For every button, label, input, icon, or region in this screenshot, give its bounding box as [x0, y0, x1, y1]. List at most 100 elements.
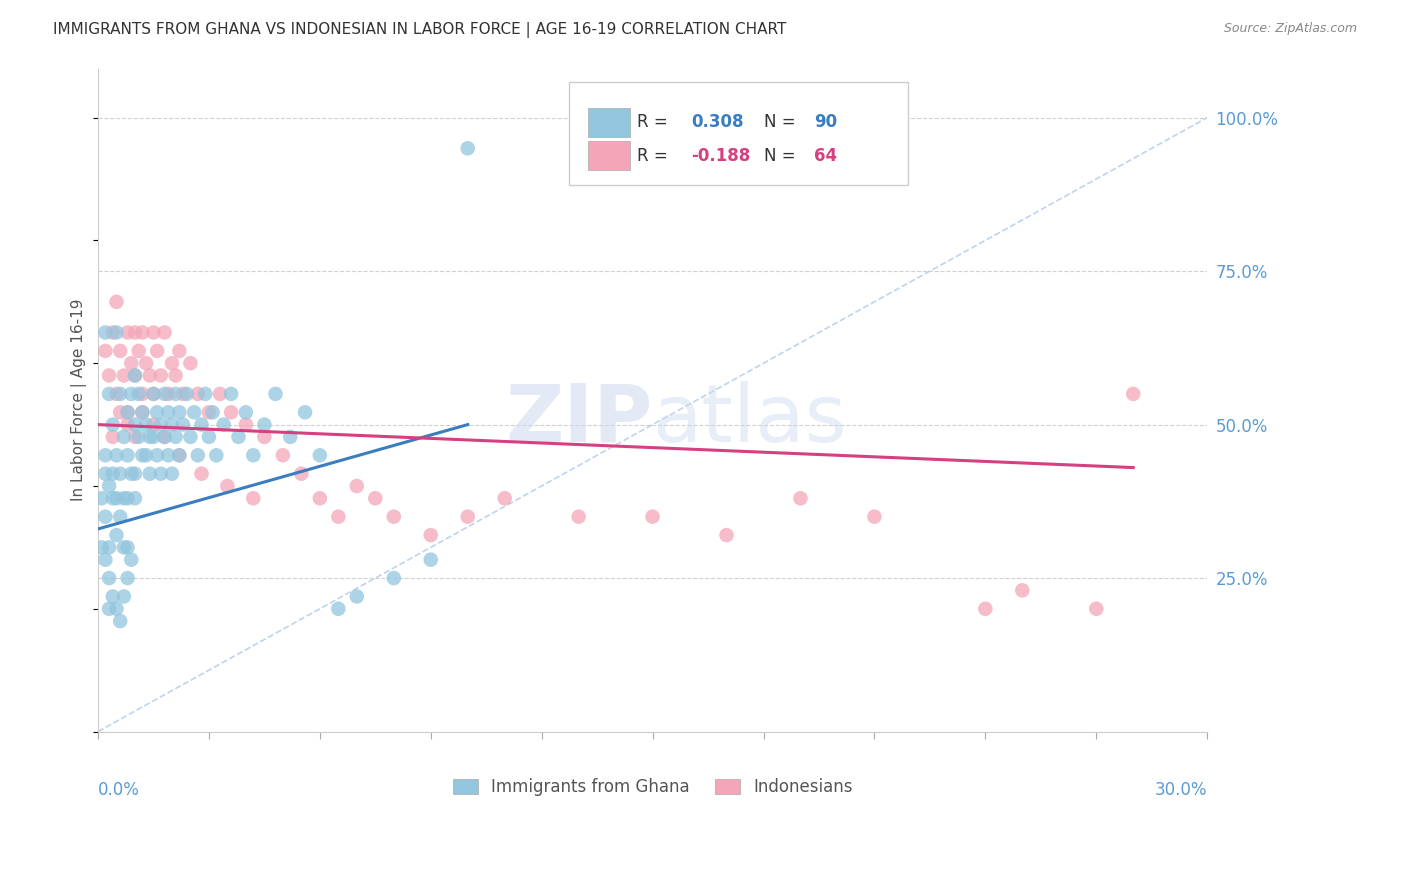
Point [1122, 387, 1144, 401]
Point [157, 448, 180, 462]
Point [108, 343, 131, 358]
Point [117, 491, 139, 506]
Point [149, 417, 172, 432]
Point [120, 356, 142, 370]
Point [139, 368, 162, 383]
Point [198, 430, 221, 444]
Point [117, 326, 139, 340]
Point [128, 387, 150, 401]
Point [160, 356, 183, 370]
Point [120, 552, 142, 566]
Point [149, 467, 172, 481]
Point [117, 448, 139, 462]
Point [94, 467, 117, 481]
Point [112, 541, 135, 555]
Point [165, 430, 187, 444]
Point [160, 467, 183, 481]
Point [128, 343, 150, 358]
Point [90, 491, 112, 506]
Point [112, 368, 135, 383]
Point [117, 541, 139, 555]
Text: R =: R = [637, 146, 673, 164]
Point [212, 417, 235, 432]
Point [419, 552, 441, 566]
Point [124, 430, 146, 444]
Point [169, 405, 191, 419]
Point [346, 479, 368, 493]
Point [94, 343, 117, 358]
Point [179, 430, 201, 444]
Point [153, 326, 176, 340]
Point [228, 430, 250, 444]
Point [217, 479, 239, 493]
Point [160, 417, 183, 432]
Point [974, 601, 997, 615]
Point [117, 417, 139, 432]
Point [98, 601, 121, 615]
Point [149, 368, 172, 383]
Point [101, 467, 124, 481]
Point [94, 509, 117, 524]
Point [494, 491, 516, 506]
Point [139, 430, 162, 444]
Point [117, 405, 139, 419]
Point [190, 467, 212, 481]
Point [169, 343, 191, 358]
Point [105, 448, 128, 462]
Point [108, 387, 131, 401]
Point [142, 430, 165, 444]
Point [135, 448, 157, 462]
Point [120, 467, 142, 481]
Point [716, 528, 738, 542]
Point [235, 417, 257, 432]
Point [165, 368, 187, 383]
Point [157, 387, 180, 401]
Point [135, 417, 157, 432]
Point [190, 417, 212, 432]
Point [201, 405, 224, 419]
Point [131, 448, 153, 462]
Point [290, 467, 312, 481]
Point [94, 326, 117, 340]
Text: N =: N = [763, 113, 800, 131]
Point [101, 417, 124, 432]
Text: -0.188: -0.188 [692, 146, 751, 164]
Point [108, 467, 131, 481]
Point [187, 387, 209, 401]
FancyBboxPatch shape [588, 141, 630, 170]
Text: 64: 64 [814, 146, 838, 164]
Point [117, 571, 139, 585]
Text: 0.308: 0.308 [692, 113, 744, 131]
Point [142, 387, 165, 401]
Point [124, 326, 146, 340]
Point [253, 430, 276, 444]
Text: IMMIGRANTS FROM GHANA VS INDONESIAN IN LABOR FORCE | AGE 16-19 CORRELATION CHART: IMMIGRANTS FROM GHANA VS INDONESIAN IN L… [53, 22, 787, 38]
Point [112, 590, 135, 604]
Point [172, 387, 194, 401]
Point [105, 601, 128, 615]
Point [187, 448, 209, 462]
Point [124, 417, 146, 432]
Point [98, 368, 121, 383]
Text: 90: 90 [814, 113, 838, 131]
Point [165, 387, 187, 401]
Point [153, 430, 176, 444]
Point [308, 491, 330, 506]
Point [242, 491, 264, 506]
Point [183, 405, 205, 419]
Point [131, 405, 153, 419]
Point [641, 509, 664, 524]
Point [789, 491, 811, 506]
Point [124, 491, 146, 506]
Point [101, 430, 124, 444]
Point [457, 509, 479, 524]
Point [208, 387, 231, 401]
Point [172, 417, 194, 432]
Point [101, 590, 124, 604]
Point [117, 405, 139, 419]
Point [205, 448, 228, 462]
Point [101, 326, 124, 340]
Point [108, 405, 131, 419]
Point [1085, 601, 1108, 615]
Point [108, 614, 131, 628]
